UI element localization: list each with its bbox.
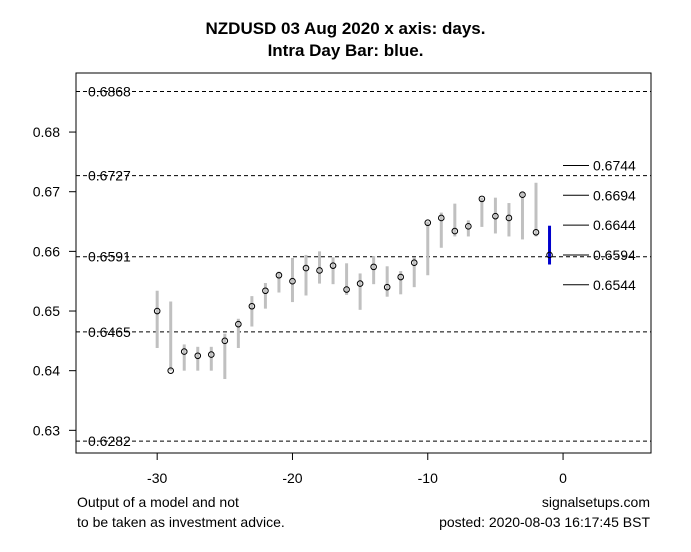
- close-marker: [329, 262, 337, 269]
- close-marker: [424, 219, 432, 227]
- close-marker: [478, 195, 486, 203]
- x-tick-label: -10: [418, 470, 438, 486]
- close-marker: [194, 352, 202, 360]
- level-label: 0.6591: [88, 249, 131, 265]
- close-marker: [465, 223, 472, 230]
- close-marker: [153, 307, 161, 315]
- close-marker: [235, 320, 242, 328]
- posted-timestamp: posted: 2020-08-03 16:17:45 BST: [439, 514, 650, 530]
- intraday-close-marker: [546, 251, 553, 259]
- close-marker: [302, 264, 310, 272]
- close-marker: [532, 228, 540, 236]
- close-marker: [275, 271, 283, 279]
- chart-title-line2: Intra Day Bar: blue.: [267, 41, 424, 60]
- y-tick-label: 0.65: [33, 303, 60, 319]
- level-label: 0.6465: [88, 324, 131, 340]
- close-marker: [262, 287, 269, 295]
- y-tick-label: 0.68: [33, 124, 60, 140]
- close-marker: [221, 337, 229, 345]
- close-marker: [410, 259, 418, 267]
- close-marker: [397, 273, 405, 281]
- close-marker: [492, 212, 499, 220]
- level-label: 0.6727: [88, 168, 131, 184]
- close-marker: [167, 367, 175, 374]
- x-tick-label: -30: [147, 470, 167, 486]
- y-tick-label: 0.63: [33, 422, 60, 438]
- close-marker: [519, 191, 526, 198]
- close-marker: [356, 280, 364, 287]
- right-level-label: 0.6644: [593, 217, 636, 233]
- y-tick-label: 0.67: [33, 184, 60, 200]
- close-marker: [370, 263, 377, 271]
- close-marker: [207, 351, 215, 358]
- close-marker: [343, 286, 350, 293]
- y-tick-label: 0.64: [33, 363, 60, 379]
- plot-frame: [75, 72, 652, 454]
- site-name: signalsetups.com: [541, 494, 650, 510]
- close-marker: [180, 348, 188, 355]
- close-marker: [289, 277, 296, 285]
- close-marker: [248, 302, 256, 310]
- disclaimer-line2: to be taken as investment advice.: [77, 514, 285, 530]
- x-tick-label: 0: [559, 470, 567, 486]
- level-label: 0.6282: [88, 433, 131, 449]
- y-tick-label: 0.66: [33, 243, 60, 259]
- close-marker: [437, 214, 445, 222]
- level-label: 0.6868: [88, 83, 131, 99]
- x-tick-label: -20: [282, 470, 302, 486]
- close-marker: [383, 283, 391, 291]
- close-marker: [316, 267, 323, 274]
- right-level-label: 0.6744: [593, 157, 636, 173]
- right-level-label: 0.6594: [593, 247, 636, 263]
- right-level-label: 0.6544: [593, 277, 636, 293]
- disclaimer-line1: Output of a model and not: [77, 494, 239, 510]
- right-level-label: 0.6694: [593, 187, 636, 203]
- close-marker: [505, 214, 513, 222]
- chart-title-line1: NZDUSD 03 Aug 2020 x axis: days.: [205, 19, 486, 38]
- close-marker: [451, 227, 459, 235]
